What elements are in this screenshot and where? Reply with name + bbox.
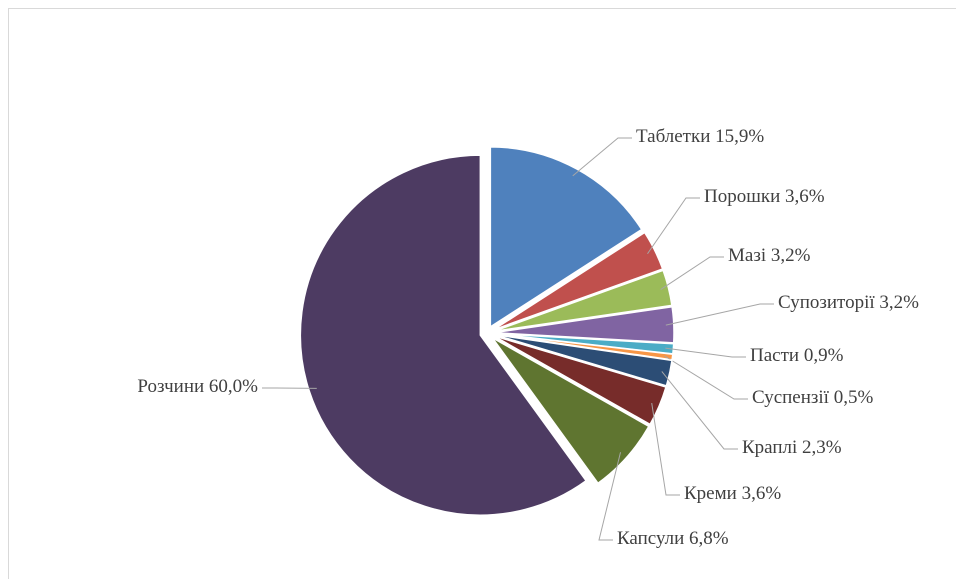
label-value: 3,2% xyxy=(879,292,919,313)
label-category: Краплі xyxy=(742,437,797,458)
label-category: Супозиторії xyxy=(778,292,875,313)
leader-line xyxy=(598,452,622,541)
leader-line xyxy=(665,303,774,326)
label-value: 60,0% xyxy=(209,376,258,397)
label-category: Порошки xyxy=(704,186,780,207)
data-label: Пасти 0,9% xyxy=(750,345,844,366)
data-label: Мазі 3,2% xyxy=(728,245,811,266)
label-value: 3,2% xyxy=(771,245,811,266)
pie-slice xyxy=(492,231,664,331)
leader-line xyxy=(664,355,748,400)
pie-slice xyxy=(493,335,667,426)
label-value: 2,3% xyxy=(802,437,842,458)
label-category: Пасти xyxy=(750,345,799,366)
pie-slice xyxy=(493,269,673,333)
label-value: 6,8% xyxy=(689,528,729,549)
data-label: Розчини 60,0% xyxy=(137,376,258,397)
label-category: Таблетки xyxy=(636,126,710,147)
label-value: 3,6% xyxy=(742,483,782,504)
label-category: Креми xyxy=(684,483,737,504)
pie-slice xyxy=(493,305,675,344)
pie-slice xyxy=(491,337,650,485)
label-category: Суспензії xyxy=(752,387,830,408)
leader-line xyxy=(661,371,738,450)
label-value: 0,5% xyxy=(834,387,874,408)
data-label: Супозиторії 3,2% xyxy=(778,292,919,313)
label-value: 3,6% xyxy=(785,186,825,207)
leader-line xyxy=(651,402,680,496)
leader-line xyxy=(572,137,632,177)
label-category: Мазі xyxy=(728,245,766,266)
label-category: Розчини xyxy=(137,376,204,397)
data-label: Порошки 3,6% xyxy=(704,186,825,207)
data-label: Суспензії 0,5% xyxy=(752,387,873,408)
label-category: Капсули xyxy=(617,528,684,549)
pie-slice xyxy=(493,333,673,387)
leader-line xyxy=(665,347,746,358)
leader-line xyxy=(660,256,724,290)
pie-slice xyxy=(489,146,643,329)
label-value: 15,9% xyxy=(715,126,764,147)
data-label: Капсули 6,8% xyxy=(617,528,729,549)
pie-slice xyxy=(299,154,588,516)
data-label: Таблетки 15,9% xyxy=(636,126,764,147)
label-value: 0,9% xyxy=(804,345,844,366)
leader-line xyxy=(647,197,700,255)
data-label: Креми 3,6% xyxy=(684,483,781,504)
data-label: Краплі 2,3% xyxy=(742,437,842,458)
